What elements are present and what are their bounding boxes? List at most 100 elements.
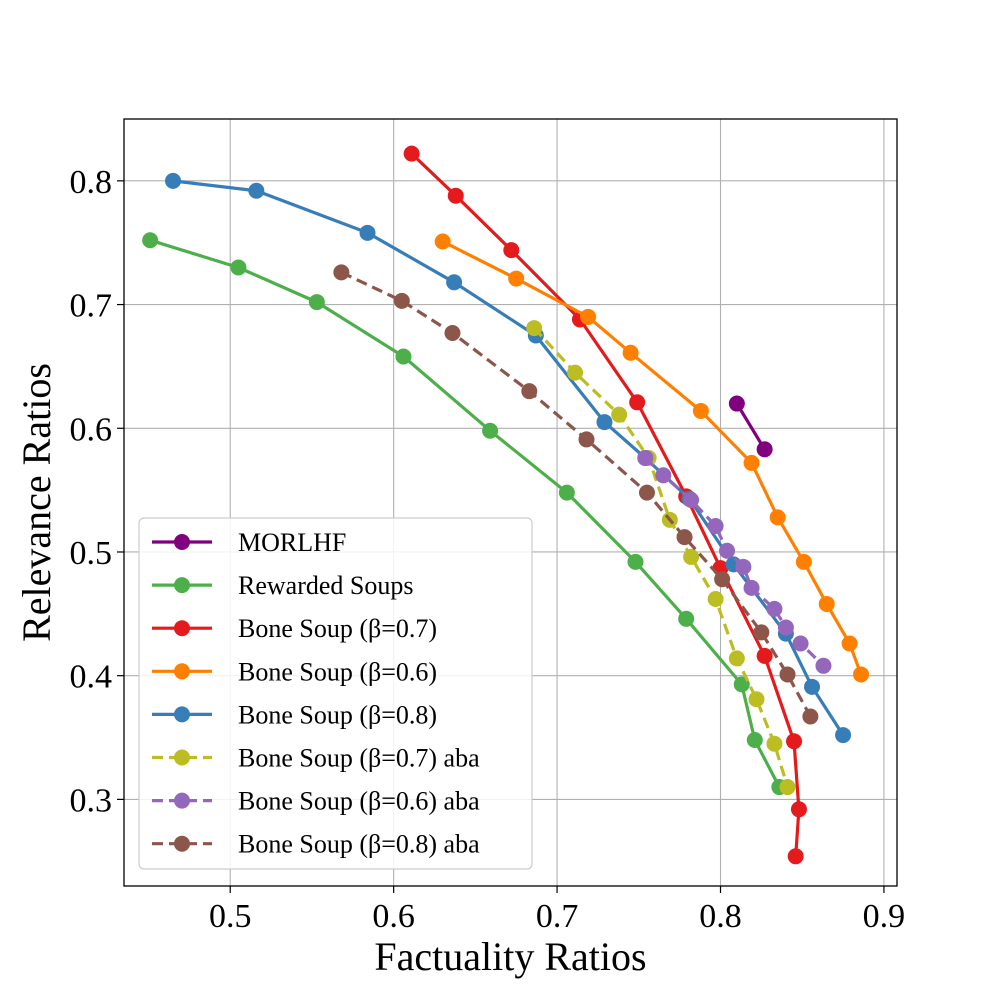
data-point (580, 308, 597, 325)
legend-label: Bone Soup (β=0.7) (238, 614, 437, 643)
series-1 (142, 232, 788, 796)
data-point (802, 708, 819, 725)
data-point (692, 402, 709, 419)
data-point (707, 518, 724, 535)
data-point (508, 270, 525, 287)
data-point (558, 484, 575, 501)
legend-marker (174, 663, 190, 680)
series-line (172, 179, 845, 736)
data-point (779, 779, 796, 796)
data-point (818, 595, 835, 612)
data-point (578, 431, 595, 448)
x-tick-label: 0.5 (209, 898, 252, 935)
data-point (434, 233, 451, 250)
data-point (596, 414, 613, 431)
data-point (230, 259, 247, 276)
plot-frame (123, 118, 898, 887)
data-point (395, 348, 412, 365)
data-point (521, 383, 538, 400)
data-point (756, 441, 773, 458)
data-point (766, 600, 783, 617)
y-tick-label: 0.8 (70, 164, 113, 201)
data-point (637, 449, 654, 466)
legend-marker (174, 835, 190, 852)
data-point (786, 733, 803, 750)
y-tick-label: 0.4 (70, 659, 113, 696)
data-point (638, 484, 655, 501)
legend-label: MORLHF (238, 528, 346, 557)
data-point (627, 553, 644, 570)
data-point (728, 395, 745, 412)
data-point (333, 264, 350, 281)
data-point (611, 406, 628, 423)
data-point (482, 422, 499, 439)
series-6 (637, 449, 832, 674)
y-tick-label: 0.7 (70, 288, 113, 325)
x-tick-label: 0.8 (699, 898, 742, 935)
y-tick-label: 0.6 (70, 411, 113, 448)
data-point (735, 558, 752, 575)
data-point (503, 242, 520, 259)
legend-label: Rewarded Soups (238, 571, 413, 600)
data-point (748, 691, 765, 708)
data-point (769, 509, 786, 526)
data-point (779, 666, 796, 683)
data-point (756, 647, 773, 664)
series-layer (142, 145, 870, 865)
data-point (792, 635, 809, 652)
data-point (841, 635, 858, 652)
data-point (795, 553, 812, 570)
ticks: 0.5 0.6 0.7 0.8 0.9 0.3 0.4 0.5 0.6 0.7 0.8 (70, 164, 906, 935)
legend-label: Bone Soup (β=0.8) (238, 700, 437, 729)
legend-marker (174, 749, 190, 766)
y-tick-label: 0.3 (70, 782, 113, 819)
legend-label: Bone Soup (β=0.6) (238, 657, 437, 686)
series-3 (434, 233, 870, 683)
data-point (447, 187, 464, 204)
data-point (165, 172, 182, 189)
data-point (629, 394, 646, 411)
data-point (766, 735, 783, 752)
legend-marker (174, 792, 190, 809)
data-point (719, 542, 736, 559)
data-point (444, 325, 461, 342)
data-point (683, 548, 700, 565)
data-point (567, 364, 584, 381)
data-point (676, 529, 693, 546)
x-tick-label: 0.7 (536, 898, 579, 935)
x-axis-label: Factuality Ratios (374, 934, 646, 979)
data-point (753, 624, 770, 641)
series-line (735, 402, 766, 451)
series-0 (728, 395, 773, 458)
data-point (777, 619, 794, 636)
data-point (743, 579, 760, 596)
data-point (622, 344, 639, 361)
data-point (678, 610, 695, 627)
data-point (403, 145, 420, 162)
data-point (728, 650, 745, 667)
y-tick-label: 0.5 (70, 535, 113, 572)
series-7 (333, 264, 819, 725)
x-tick-label: 0.6 (372, 898, 415, 935)
legend-box (138, 517, 533, 870)
data-point (743, 454, 760, 471)
data-point (683, 492, 700, 509)
data-point (853, 666, 870, 683)
legend-marker (174, 577, 190, 594)
data-point (393, 292, 410, 309)
data-point (804, 678, 821, 695)
legend: MORLHF Rewarded Soups Bone Soup (β=0.7) Bon… (138, 517, 533, 870)
data-point (359, 224, 376, 241)
data-point (815, 657, 832, 674)
legend-marker (174, 706, 190, 723)
x-tick-label: 0.9 (863, 898, 906, 935)
data-point (308, 294, 325, 311)
data-point (655, 467, 672, 484)
data-point (787, 848, 804, 865)
data-point (835, 727, 852, 744)
data-point (714, 571, 731, 588)
data-point (707, 590, 724, 607)
legend-marker (174, 534, 190, 550)
data-point (746, 732, 763, 749)
